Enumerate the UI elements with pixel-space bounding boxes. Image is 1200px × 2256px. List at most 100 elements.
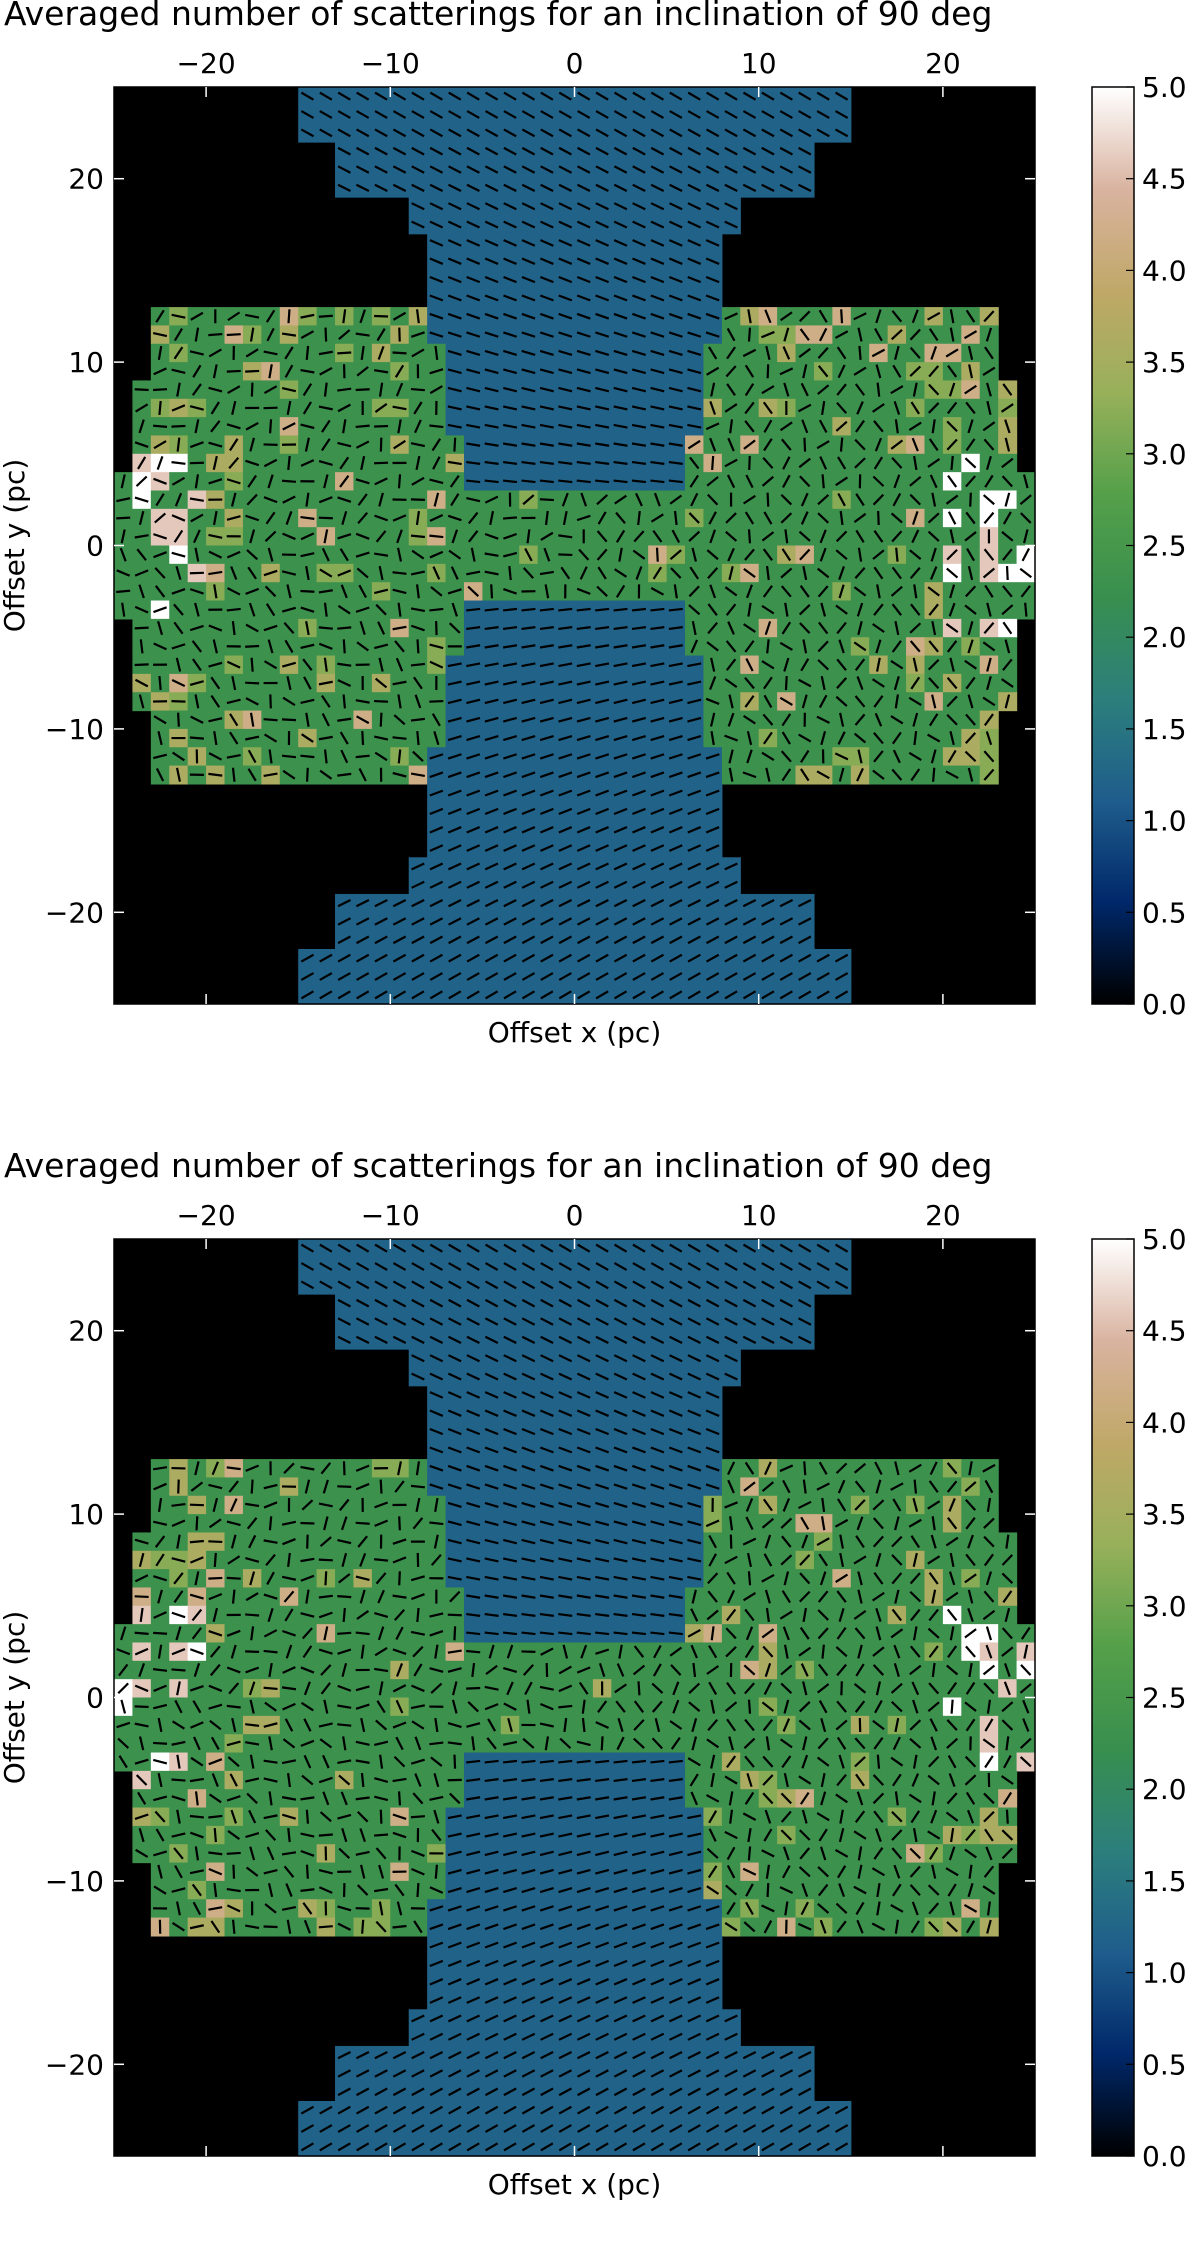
- polarization-vector: [264, 719, 278, 720]
- polarization-vector: [933, 768, 934, 782]
- polarization-vector: [159, 676, 160, 690]
- x-tick-label: 20: [925, 47, 961, 80]
- y-tick-label: −20: [45, 896, 104, 929]
- y-tick-label: −10: [45, 713, 104, 746]
- polarization-vector: [159, 401, 160, 415]
- polarization-vector: [171, 426, 185, 427]
- x-tick-label: −10: [361, 47, 420, 80]
- polarization-vector: [595, 609, 609, 610]
- colorbar-tick-label: 2.0: [1142, 621, 1187, 654]
- polarization-vector: [116, 518, 130, 519]
- polarization-vector: [503, 517, 517, 518]
- polarization-vector: [282, 719, 296, 720]
- polarization-vector: [245, 371, 259, 372]
- polarization-vector: [381, 713, 382, 727]
- polarization-vector: [540, 481, 554, 482]
- polarization-vector: [878, 511, 879, 525]
- y-tick-label: 20: [68, 163, 104, 196]
- x-axis-label: Offset x (pc): [488, 1016, 662, 1049]
- polarization-vector: [657, 548, 658, 562]
- polarization-vector: [878, 383, 880, 397]
- polarization-vector: [841, 309, 842, 323]
- chart-panel-2: Averaged number of scatterings for an in…: [0, 1152, 1200, 2256]
- polarization-vector: [503, 609, 517, 610]
- polarization-vector: [558, 481, 572, 482]
- polarization-vector: [749, 529, 750, 543]
- polarization-vector: [540, 499, 554, 500]
- polarization-vector: [362, 731, 363, 745]
- polarization-vector: [282, 481, 296, 482]
- x-tick-label: 10: [741, 47, 777, 80]
- polarization-vector: [245, 683, 259, 684]
- y-tick-label: 0: [86, 530, 104, 563]
- colorbar-tick-label: 5.0: [1142, 71, 1187, 104]
- polarization-vector: [595, 481, 609, 482]
- polarization-vector: [429, 609, 443, 611]
- polarization-vector: [786, 676, 787, 690]
- colorbar-tick-label: 3.5: [1142, 346, 1187, 379]
- y-axis-label: Offset y (pc): [0, 459, 31, 633]
- polarization-vector: [307, 346, 308, 360]
- polarization-vector: [374, 316, 388, 317]
- polarization-vector: [411, 536, 425, 537]
- y-tick-label: 10: [68, 346, 104, 379]
- polarization-vector: [344, 639, 345, 653]
- polarization-vector: [319, 316, 333, 317]
- polarization-vector: [485, 609, 499, 610]
- polarization-vector: [337, 627, 351, 628]
- polarization-vector: [270, 419, 271, 433]
- colorbar-tick-label: 4.5: [1142, 163, 1187, 196]
- polarization-vector: [466, 609, 480, 610]
- polarization-vector: [768, 364, 769, 378]
- polarization-vector: [970, 493, 971, 507]
- polarization-vector: [374, 426, 388, 427]
- polarization-vector: [1025, 603, 1026, 617]
- polarization-vector: [632, 481, 646, 482]
- polarization-vector: [749, 328, 750, 342]
- polarization-vector: [768, 493, 769, 507]
- colorbar-tick-label: 1.0: [1142, 805, 1187, 838]
- polarization-vector: [632, 609, 646, 610]
- polarization-vector: [675, 511, 677, 525]
- polarization-vector: [411, 499, 425, 500]
- colorbar-tick-label: 0.5: [1142, 896, 1187, 929]
- polarization-vector: [393, 572, 407, 574]
- polarization-vector: [558, 609, 572, 610]
- polarization-vector: [399, 474, 400, 488]
- polarization-vector: [227, 371, 241, 372]
- polarization-vector: [319, 627, 333, 628]
- polarization-vector: [491, 584, 492, 598]
- polarization-vector: [374, 701, 388, 702]
- polarization-vector: [417, 731, 418, 745]
- polarization-vector: [399, 749, 400, 763]
- polarization-vector: [344, 694, 345, 708]
- polarization-vector: [896, 548, 897, 562]
- x-tick-label: 0: [566, 47, 584, 80]
- polarization-vector: [190, 738, 204, 739]
- polarization-vector: [540, 609, 554, 610]
- polarization-vector: [356, 389, 370, 390]
- polarization-vector: [289, 309, 290, 323]
- colorbar-tick-label: 4.0: [1142, 254, 1187, 287]
- polarization-vector: [227, 334, 241, 335]
- polarization-vector: [804, 438, 805, 452]
- polarization-vector: [712, 456, 713, 470]
- polarization-vector: [411, 664, 425, 666]
- polarization-vector: [841, 438, 842, 452]
- polarization-vector: [509, 566, 510, 580]
- polarization-vector: [823, 474, 824, 488]
- polarization-vector: [614, 609, 628, 610]
- chart-panel-1: Averaged number of scatterings for an in…: [0, 0, 1200, 1104]
- polarization-vector: [577, 609, 591, 610]
- polarization-vector: [135, 389, 149, 390]
- polarization-vector: [135, 664, 149, 665]
- polarization-vector: [356, 756, 370, 757]
- polarization-vector: [614, 481, 628, 482]
- polarization-vector: [300, 756, 314, 757]
- polarization-vector: [326, 328, 327, 342]
- polarization-vector: [288, 456, 289, 470]
- polarization-vector: [393, 353, 407, 354]
- polarization-vector: [558, 554, 572, 555]
- polarization-vector: [153, 426, 167, 427]
